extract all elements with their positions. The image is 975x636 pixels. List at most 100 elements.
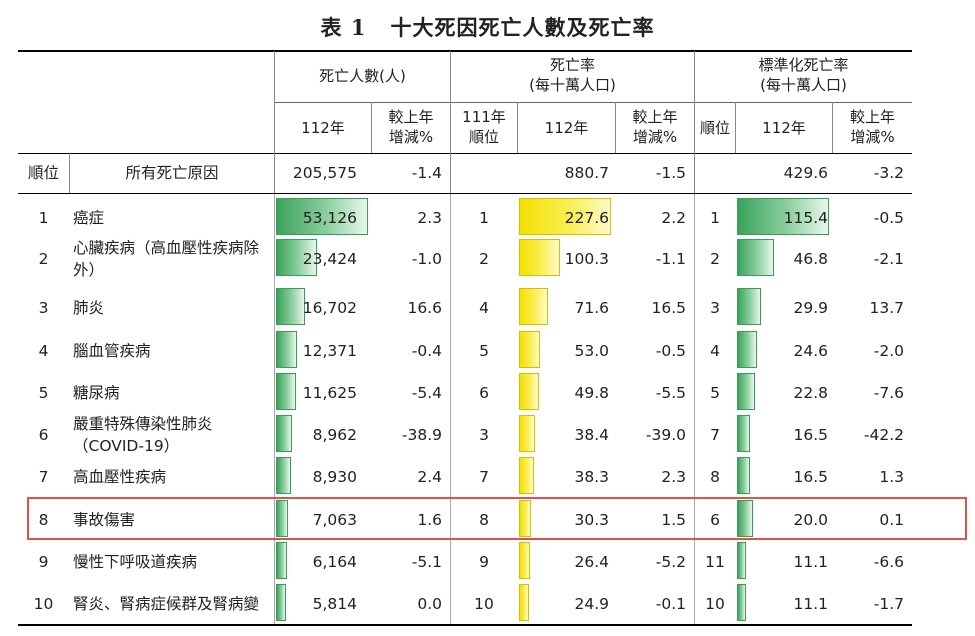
total-cause: 所有死亡原因: [125, 164, 219, 182]
header-std-line2: (每十萬人口): [760, 76, 847, 94]
header-deaths-year: 112年: [301, 119, 345, 137]
row-std-rate: 11.1: [793, 594, 828, 613]
row-deaths-change: 1.6: [417, 510, 442, 529]
row-std-rank: 3: [710, 298, 720, 317]
row-std-rate: 115.4: [783, 208, 828, 227]
row-deaths: 6,164: [312, 552, 357, 571]
rule-v-std-rank: [735, 102, 736, 153]
header-std-line1: 標準化死亡率: [758, 56, 849, 74]
row-deaths: 8,930: [312, 467, 357, 486]
row-std-change: -2.0: [873, 341, 904, 360]
row-std-change: 13.7: [869, 298, 904, 317]
header-deaths-change: 較上年 增減%: [372, 107, 450, 147]
deaths-bar: [276, 288, 305, 325]
header-rate-line2: (每十萬人口): [529, 76, 616, 94]
header-std-year: 112年: [762, 119, 806, 137]
row-rate: 53.0: [574, 341, 609, 360]
deaths-bar: [276, 457, 292, 494]
header-change-line1: 較上年: [632, 108, 678, 126]
rule-v-deaths: [274, 51, 275, 193]
row-prev-rank: 4: [479, 298, 489, 317]
table-caption: 十大死因死亡人數及死亡率: [390, 15, 655, 40]
row-cause: 心臟疾病（高血壓性疾病除外）: [73, 237, 273, 281]
std-rate-bar: [737, 198, 829, 235]
row-std-change: -42.2: [863, 425, 904, 444]
row-rank: 5: [38, 383, 49, 402]
header-prev-rank-line1: 111年: [462, 108, 506, 126]
row-cause: 腦血管疾病: [73, 329, 273, 373]
row-rate-change: 2.2: [661, 208, 686, 227]
row-cause: 嚴重特殊傳染性肺炎（COVID-19）: [73, 413, 273, 457]
rule-v-rate: [450, 51, 451, 193]
row-deaths-change: 2.3: [417, 208, 442, 227]
row-rank: 7: [38, 467, 49, 486]
row-rate: 26.4: [574, 552, 609, 571]
header-change-line2: 增減%: [632, 128, 678, 146]
std-rate-bar: [737, 584, 746, 621]
row-rate: 30.3: [574, 510, 609, 529]
row-std-change: 1.3: [879, 467, 904, 486]
rule-v-rate-mid: [615, 102, 616, 153]
row-std-change: -2.1: [873, 249, 904, 268]
rule-total-bottom: [18, 193, 912, 194]
rule-v-body: [450, 194, 451, 624]
deaths-bar: [276, 331, 298, 368]
row-deaths: 11,625: [302, 383, 357, 402]
row-rate: 38.3: [574, 467, 609, 486]
row-deaths: 8,962: [312, 425, 357, 444]
row-prev-rank: 3: [479, 425, 489, 444]
rate-bar: [519, 198, 611, 235]
std-rate-bar: [737, 288, 761, 325]
row-rate-change: 1.5: [661, 510, 686, 529]
row-rate-change: -0.1: [655, 594, 686, 613]
row-deaths: 5,814: [312, 594, 357, 613]
row-cause: 高血壓性疾病: [73, 455, 273, 499]
row-deaths: 12,371: [302, 341, 357, 360]
row-prev-rank: 5: [479, 341, 489, 360]
rule-top: [18, 50, 912, 52]
row-cause-text: 糖尿病: [73, 383, 120, 402]
row-std-rank: 1: [710, 208, 720, 227]
row-cause-text: 高血壓性疾病: [73, 467, 167, 486]
row-cause-text: 慢性下呼吸道疾病: [73, 552, 198, 571]
row-std-rank: 11: [705, 552, 725, 571]
deaths-bar: [276, 500, 289, 537]
header-rate-change: 較上年 增減%: [616, 107, 694, 147]
rate-bar: [519, 415, 535, 452]
row-deaths-change: -38.9: [401, 425, 442, 444]
row-deaths-change: -1.0: [411, 249, 442, 268]
row-rate-change: 16.5: [651, 298, 686, 317]
rate-bar: [519, 331, 541, 368]
row-rank: 2: [38, 249, 49, 268]
row-deaths: 16,702: [302, 298, 357, 317]
header-std-group: 標準化死亡率 (每十萬人口): [695, 55, 912, 95]
row-deaths-change: -5.4: [411, 383, 442, 402]
row-deaths: 23,424: [302, 249, 357, 268]
rate-bar: [519, 584, 530, 621]
rule-v-body: [694, 194, 695, 624]
rule-v-std-mid: [832, 102, 833, 153]
row-deaths-change: 0.0: [417, 594, 442, 613]
std-rate-bar: [737, 542, 746, 579]
row-std-rate: 24.6: [793, 341, 828, 360]
rate-bar: [519, 457, 535, 494]
row-rate-change: 2.3: [661, 467, 686, 486]
row-std-rank: 8: [710, 467, 720, 486]
row-std-rate: 16.5: [793, 467, 828, 486]
row-prev-rank: 1: [479, 208, 489, 227]
row-rate-change: -5.2: [655, 552, 686, 571]
row-rate: 38.4: [574, 425, 609, 444]
std-rate-bar: [737, 331, 757, 368]
total-rank-label: 順位: [27, 164, 59, 182]
row-cause-text: 腦血管疾病: [73, 341, 151, 360]
row-std-rank: 6: [710, 510, 720, 529]
row-rate: 71.6: [574, 298, 609, 317]
header-std-rank: 順位: [699, 119, 730, 137]
row-deaths: 7,063: [312, 510, 357, 529]
row-cause: 事故傷害: [73, 498, 273, 542]
row-std-rate: 16.5: [793, 425, 828, 444]
row-cause: 肺炎: [73, 286, 273, 330]
row-cause: 癌症: [73, 196, 273, 240]
rule-v-std: [694, 51, 695, 193]
row-std-rank: 5: [710, 383, 720, 402]
